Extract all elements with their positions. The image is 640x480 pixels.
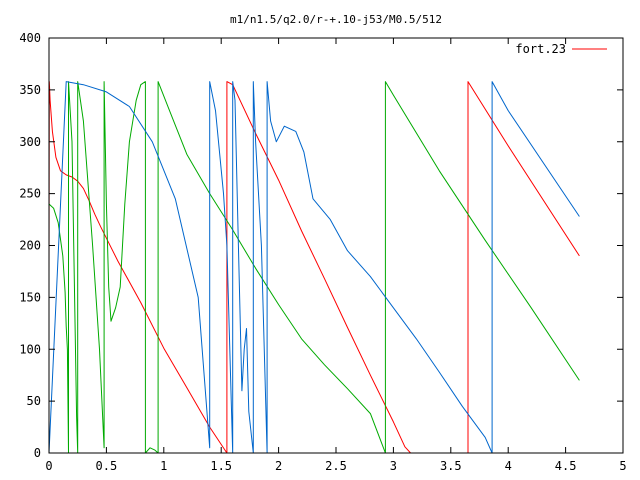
legend: fort.23 — [515, 42, 607, 56]
y-tick-label: 250 — [19, 187, 41, 201]
x-tick-label: 0 — [45, 459, 52, 473]
y-tick-label: 300 — [19, 135, 41, 149]
x-tick-label: 3.5 — [440, 459, 462, 473]
plot-frame — [48, 37, 624, 454]
series-line-1 — [48, 81, 580, 454]
x-tick-label: 2 — [275, 459, 282, 473]
chart-title: m1/n1.5/q2.0/r-+.10-j53/M0.5/512 — [230, 13, 442, 26]
x-tick-label: 1.5 — [210, 459, 232, 473]
y-tick-label: 0 — [34, 446, 41, 460]
x-tick-label: 4 — [505, 459, 512, 473]
x-tick-label: 0.5 — [96, 459, 118, 473]
y-tick-label: 350 — [19, 83, 41, 97]
x-tick-label: 1 — [160, 459, 167, 473]
axis-ticks: 0 0.5 1 1.5 2 2.5 3 3.5 4 4.5 50501001502002503003… — [19, 31, 626, 473]
y-tick-label: 100 — [19, 342, 41, 356]
series-line-2 — [48, 81, 580, 454]
y-tick-label: 400 — [19, 31, 41, 45]
series-line-3 — [48, 81, 580, 454]
y-tick-label: 200 — [19, 239, 41, 253]
x-tick-label: 5 — [619, 459, 626, 473]
x-tick-label: 3 — [390, 459, 397, 473]
x-tick-label: 2.5 — [325, 459, 347, 473]
y-tick-label: 50 — [27, 394, 41, 408]
series-layer — [48, 81, 580, 454]
y-tick-label: 150 — [19, 290, 41, 304]
x-tick-label: 4.5 — [555, 459, 577, 473]
legend-label-fort23: fort.23 — [515, 42, 566, 56]
